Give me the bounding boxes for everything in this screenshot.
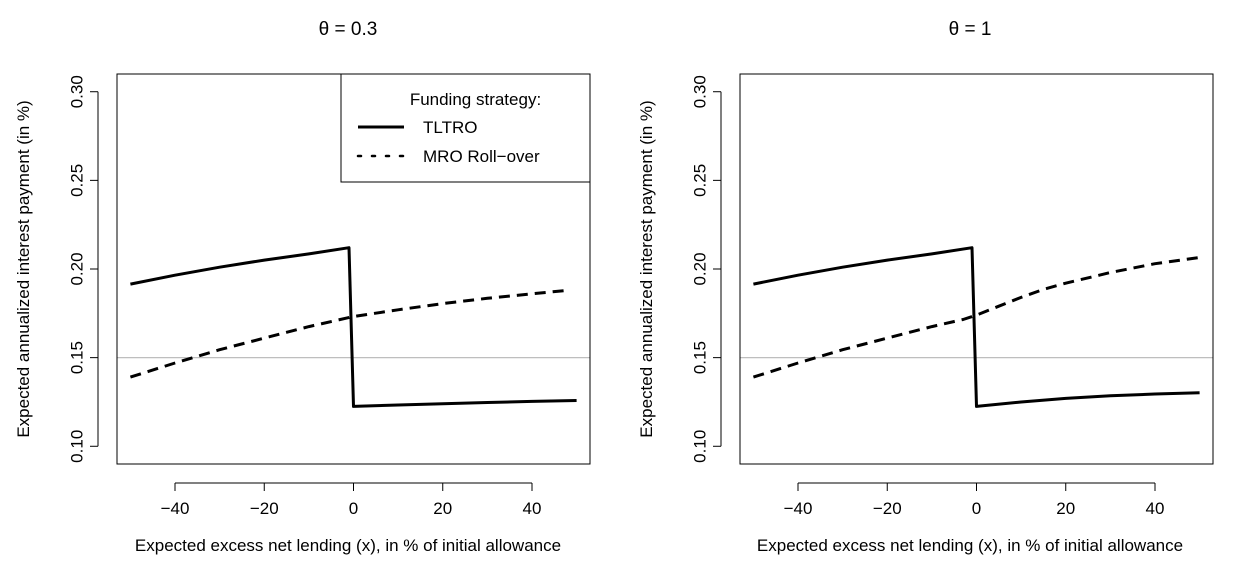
y-tick-label: 0.20 xyxy=(690,252,709,285)
legend-label-tltro: TLTRO xyxy=(423,118,477,137)
x-tick-label: 40 xyxy=(523,499,542,518)
chart-panel-theta-1: θ = 1 Expected excess net lending (x), i… xyxy=(637,19,1214,555)
panel-title: θ = 1 xyxy=(949,19,992,40)
legend: Funding strategy: TLTRO MRO Roll−over xyxy=(340,73,591,183)
y-tick-label: 0.15 xyxy=(67,341,86,374)
plot-area: −40 −20 0 20 40 0.10 0.15 0.20 0.25 0.30 xyxy=(67,73,591,518)
x-tick-label: −20 xyxy=(873,499,902,518)
y-axis-label: Expected annualized interest payment (in… xyxy=(14,100,33,437)
chart-panel-theta-0.3: θ = 0.3 Expected excess net lending (x),… xyxy=(14,19,591,555)
y-tick-label: 0.10 xyxy=(67,430,86,463)
plot-area: −40 −20 0 20 40 0.10 0.15 0.20 0.25 0.30 xyxy=(690,73,1214,518)
legend-title: Funding strategy: xyxy=(410,90,541,109)
y-tick-label: 0.20 xyxy=(67,252,86,285)
x-tick-label: −40 xyxy=(161,499,190,518)
series-line-tltro xyxy=(753,246,1200,408)
y-tick-label: 0.25 xyxy=(690,164,709,197)
x-tick-label: 0 xyxy=(972,499,981,518)
x-tick-label: −40 xyxy=(784,499,813,518)
y-tick-label: 0.30 xyxy=(690,75,709,108)
series-line-tltro xyxy=(130,246,577,408)
x-tick-label: 40 xyxy=(1146,499,1165,518)
series-line-mro-roll-over xyxy=(129,288,568,379)
plot-frame xyxy=(739,73,1214,465)
legend-label-mro: MRO Roll−over xyxy=(423,147,540,166)
x-tick-label: 20 xyxy=(433,499,452,518)
y-axis-label: Expected annualized interest payment (in… xyxy=(637,100,656,437)
y-tick-label: 0.10 xyxy=(690,430,709,463)
x-tick-label: −20 xyxy=(250,499,279,518)
x-axis-label: Expected excess net lending (x), in % of… xyxy=(135,536,561,555)
panel-title: θ = 0.3 xyxy=(319,19,378,40)
x-tick-label: 20 xyxy=(1056,499,1075,518)
series-line-mro-roll-over xyxy=(752,256,1200,379)
y-tick-label: 0.15 xyxy=(690,341,709,374)
x-tick-label: 0 xyxy=(349,499,358,518)
y-tick-label: 0.30 xyxy=(67,75,86,108)
x-axis-label: Expected excess net lending (x), in % of… xyxy=(757,536,1183,555)
y-tick-label: 0.25 xyxy=(67,164,86,197)
